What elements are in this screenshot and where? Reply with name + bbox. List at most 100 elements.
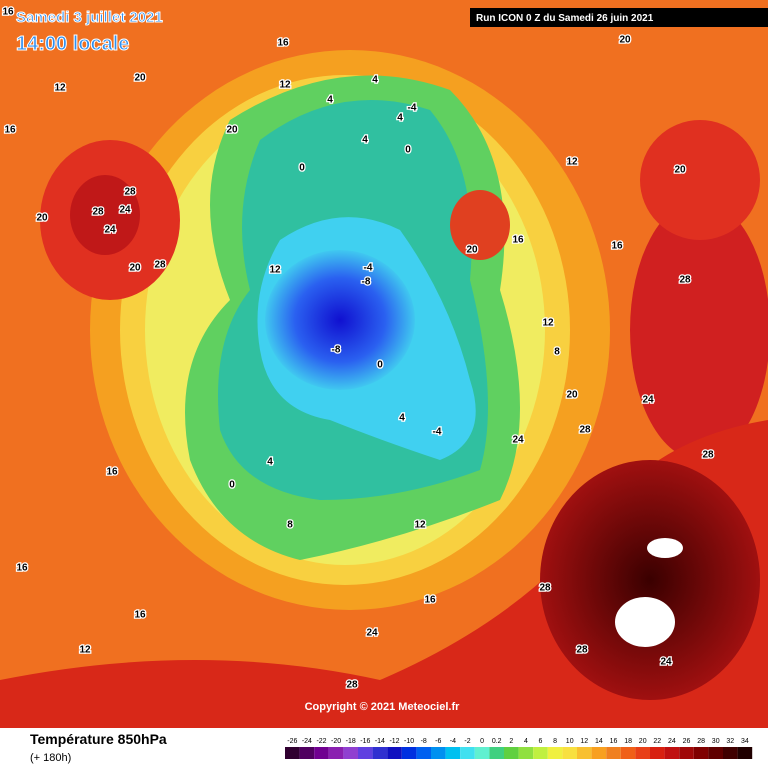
footer-title: Température 850hPa [30,731,167,747]
scale-swatch [664,747,680,759]
scale-label: 22 [653,738,661,745]
contour-label: 0 [405,145,411,156]
scale-label: 12 [580,738,588,745]
contour-label: 20 [129,263,141,274]
scale-swatch [343,747,358,759]
scale-swatch [693,747,709,759]
contour-label: 0 [229,480,235,491]
scale-label: -22 [316,738,326,745]
contour-label: 12 [542,318,554,329]
contour-label: 12 [566,157,578,168]
contour-label: 16 [611,241,623,252]
contour-label: 28 [679,275,691,286]
scale-label: -14 [375,738,385,745]
contour-label: 4 [327,95,333,106]
contour-label: 28 [702,450,714,461]
contour-label: 28 [124,187,136,198]
scale-label: -26 [287,738,297,745]
map-date: Samedi 3 juillet 2021 [16,9,163,26]
map-field [0,0,768,728]
scale-label: 16 [610,738,618,745]
scale-label: 26 [683,738,691,745]
color-scale: -26 -24 -22 -20 -18 -16 -14 -12 -10 -8 -6 -4 -2 0 0.2 2… [285,738,753,759]
contour-label: 12 [279,80,291,91]
scale-swatch [650,747,665,759]
contour-label: 28 [346,680,358,691]
contour-label: 4 [372,75,378,86]
contour-label: 4 [267,457,273,468]
run-box [470,8,768,27]
scale-label: 24 [668,738,676,745]
contour-label: 24 [104,225,116,236]
scale-swatch [635,747,650,759]
scale-swatch [474,747,490,759]
contour-label: 28 [154,260,166,271]
contour-label: 20 [674,165,686,176]
scale-swatch [328,747,344,759]
scale-label: -20 [331,738,341,745]
contour-label: 20 [36,213,48,224]
scale-label: 30 [712,738,720,745]
contour-label: 8 [554,347,560,358]
scale-label: 18 [624,738,632,745]
scale-swatch [708,747,723,759]
contour-label: -8 [332,345,341,356]
scale-swatch [679,747,694,759]
scale-swatch [504,747,519,759]
scale-label: 0.2 [492,738,502,745]
scale-label: -10 [404,738,414,745]
scale-swatch [533,747,548,759]
contour-label: 16 [512,235,524,246]
contour-label: 28 [576,645,588,656]
scale-label: 4 [524,738,528,745]
scale-label: 34 [741,738,749,745]
contour-label: 12 [269,265,281,276]
contour-label: 16 [16,563,28,574]
scale-label: 10 [566,738,574,745]
contour-label: 16 [424,595,436,606]
scale-swatch [299,747,315,759]
scale-swatch [445,747,461,759]
scale-swatch [387,747,402,759]
scale-label: 32 [726,738,734,745]
scale-label: -12 [389,738,399,745]
contour-label: 16 [4,125,16,136]
contour-label: 24 [366,628,378,639]
contour-label: 12 [79,645,91,656]
contour-label: 20 [566,390,578,401]
scale-label: 20 [639,738,647,745]
footer-lead: (+ 180h) [30,752,71,764]
map-time: 14:00 locale [16,33,129,55]
scale-swatch [401,747,417,759]
scale-label: -24 [302,738,312,745]
contour-label: 24 [119,205,131,216]
contour-label: 28 [579,425,591,436]
contour-label: 16 [134,610,146,621]
scale-swatch [314,747,329,759]
contour-label: 4 [399,413,405,424]
scale-swatch [547,747,563,759]
contour-label: 12 [54,83,66,94]
scale-swatch [737,747,753,759]
contour-label: -4 [364,263,373,274]
scale-swatch [591,747,607,759]
scale-swatch [431,747,446,759]
contour-label: 28 [539,583,551,594]
scale-swatch [518,747,534,759]
contour-label: 4 [397,113,403,124]
contour-label: 24 [642,395,654,406]
scale-label: -2 [464,738,470,745]
scale-label: -16 [360,738,370,745]
scale-label: 8 [553,738,557,745]
scale-swatch [358,747,373,759]
scale-label: -18 [346,738,356,745]
contour-label: 16 [277,38,289,49]
scale-label: 28 [697,738,705,745]
run-info: Run ICON 0 Z du Samedi 26 juin 2021 [476,13,654,24]
contour-label: 16 [2,7,14,18]
copyright: Copyright © 2021 Meteociel.fr [305,701,461,713]
contour-label: -4 [433,427,442,438]
scale-label: 14 [595,738,603,745]
scale-label: 0 [480,738,484,745]
